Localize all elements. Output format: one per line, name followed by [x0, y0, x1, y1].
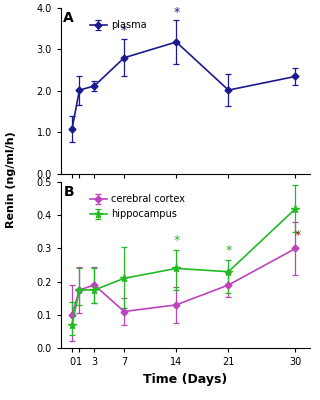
Text: A: A	[63, 11, 74, 25]
X-axis label: Time (Days): Time (Days)	[143, 372, 228, 386]
Text: *: *	[121, 24, 127, 38]
Text: *: *	[295, 229, 301, 242]
Text: *: *	[173, 234, 180, 248]
Text: B: B	[63, 186, 74, 200]
Text: Renin (ng/ml/h): Renin (ng/ml/h)	[6, 132, 16, 228]
Text: *: *	[173, 6, 180, 19]
Legend: plasma: plasma	[86, 16, 150, 34]
Text: *: *	[225, 244, 232, 258]
Legend: cerebral cortex, hippocampus: cerebral cortex, hippocampus	[86, 190, 189, 223]
